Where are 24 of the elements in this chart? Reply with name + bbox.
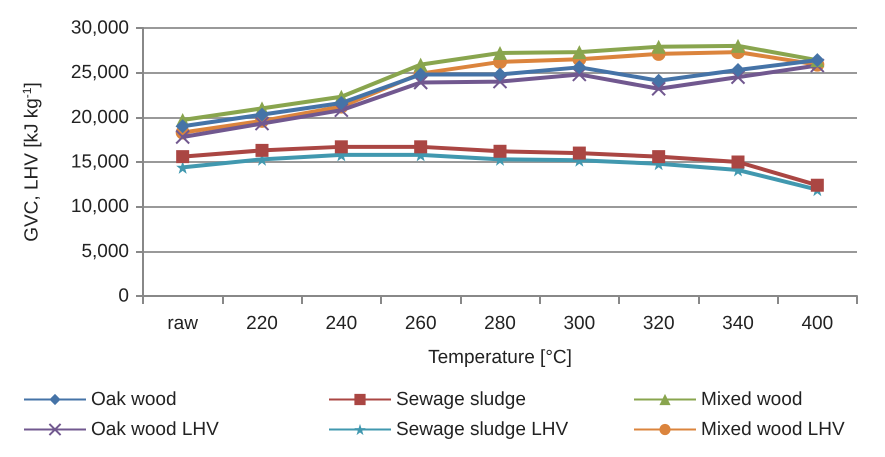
x-tick-label: 240 — [325, 313, 358, 334]
legend-label: Sewage sludge — [396, 389, 526, 410]
y-tick-label: 15,000 — [70, 152, 129, 172]
x-tick-label: 220 — [246, 313, 278, 334]
x-tick-label: 280 — [484, 313, 516, 334]
x-tick-label: 300 — [563, 313, 596, 334]
legend-label: Oak wood — [91, 389, 177, 410]
legend-label: Sewage sludge LHV — [396, 419, 568, 440]
y-tick-label: 20,000 — [70, 106, 129, 128]
x-tick-label: 320 — [642, 313, 675, 334]
x-tick-label: 260 — [404, 313, 437, 334]
y-tick-label: 0 — [118, 286, 129, 306]
y-tick-label: 5,000 — [81, 240, 129, 262]
legend-label: Mixed wood — [701, 389, 802, 410]
x-tick-label: raw — [167, 313, 198, 334]
legend-label: Mixed wood LHV — [701, 419, 845, 440]
legend-label: Oak wood LHV — [91, 419, 220, 440]
y-tick-label: 25,000 — [70, 62, 129, 84]
y-axis-title: GVC, LHV [kJ kg-1] — [20, 82, 42, 242]
x-tick-label: 340 — [722, 313, 754, 334]
y-tick-label: 10,000 — [70, 196, 129, 218]
x-axis-title: Temperature [°C] — [428, 347, 572, 368]
x-tick-label: 400 — [801, 313, 834, 334]
y-tick-label: 30,000 — [70, 18, 129, 38]
